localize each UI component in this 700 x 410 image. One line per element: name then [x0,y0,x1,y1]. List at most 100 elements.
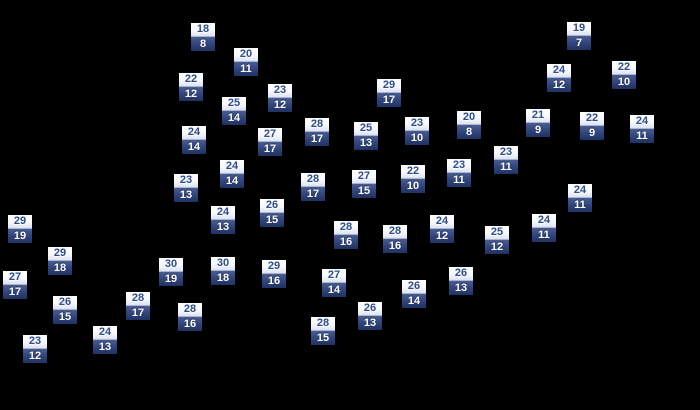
high-temperature-label: 28 [334,221,358,235]
temperature-marker[interactable]: 28 17 [301,173,325,201]
low-temperature-label: 13 [174,188,198,202]
temperature-marker[interactable]: 28 16 [383,225,407,253]
temperature-marker[interactable]: 28 15 [311,317,335,345]
high-temperature-label: 19 [567,22,591,36]
low-temperature-label: 8 [191,37,215,51]
low-temperature-label: 14 [220,174,244,188]
temperature-marker[interactable]: 23 13 [174,174,198,202]
high-temperature-label: 24 [547,64,571,78]
low-temperature-label: 19 [159,272,183,286]
temperature-marker[interactable]: 29 17 [377,79,401,107]
temperature-marker[interactable]: 26 14 [402,280,426,308]
high-temperature-label: 26 [53,296,77,310]
temperature-marker[interactable]: 21 9 [526,109,550,137]
temperature-marker[interactable]: 24 13 [211,206,235,234]
low-temperature-label: 12 [547,78,571,92]
temperature-marker[interactable]: 23 11 [447,159,471,187]
low-temperature-label: 13 [211,220,235,234]
temperature-marker[interactable]: 27 14 [322,269,346,297]
low-temperature-label: 14 [182,140,206,154]
low-temperature-label: 12 [485,240,509,254]
temperature-marker[interactable]: 28 17 [305,118,329,146]
temperature-marker[interactable]: 24 14 [182,126,206,154]
temperature-marker[interactable]: 29 18 [48,247,72,275]
high-temperature-label: 23 [268,84,292,98]
temperature-marker[interactable]: 27 17 [3,271,27,299]
temperature-marker[interactable]: 23 11 [494,146,518,174]
low-temperature-label: 11 [447,173,471,187]
temperature-marker[interactable]: 29 19 [8,215,32,243]
temperature-marker[interactable]: 28 16 [178,303,202,331]
temperature-marker[interactable]: 22 9 [580,112,604,140]
temperature-marker[interactable]: 25 12 [485,226,509,254]
low-temperature-label: 16 [178,317,202,331]
temperature-marker[interactable]: 20 8 [457,111,481,139]
temperature-marker[interactable]: 22 12 [179,73,203,101]
temperature-marker[interactable]: 23 12 [23,335,47,363]
temperature-marker[interactable]: 24 12 [547,64,571,92]
high-temperature-label: 24 [182,126,206,140]
high-temperature-label: 26 [449,267,473,281]
temperature-marker[interactable]: 27 17 [258,128,282,156]
high-temperature-label: 28 [383,225,407,239]
low-temperature-label: 17 [126,306,150,320]
temperature-marker[interactable]: 26 13 [449,267,473,295]
low-temperature-label: 7 [567,36,591,50]
temperature-marker[interactable]: 24 13 [93,326,117,354]
high-temperature-label: 29 [262,260,286,274]
high-temperature-label: 23 [174,174,198,188]
high-temperature-label: 29 [8,215,32,229]
low-temperature-label: 12 [268,98,292,112]
temperature-marker[interactable]: 28 17 [126,292,150,320]
low-temperature-label: 13 [93,340,117,354]
temperature-marker[interactable]: 23 12 [268,84,292,112]
temperature-marker[interactable]: 26 13 [358,302,382,330]
low-temperature-label: 15 [260,213,284,227]
low-temperature-label: 11 [494,160,518,174]
low-temperature-label: 17 [305,132,329,146]
temperature-marker[interactable]: 28 16 [334,221,358,249]
high-temperature-label: 22 [401,165,425,179]
temperature-marker[interactable]: 22 10 [401,165,425,193]
temperature-marker[interactable]: 24 11 [568,184,592,212]
temperature-marker[interactable]: 25 13 [354,122,378,150]
high-temperature-label: 24 [211,206,235,220]
temperature-marker[interactable]: 25 14 [222,97,246,125]
low-temperature-label: 12 [430,229,454,243]
high-temperature-label: 28 [126,292,150,306]
low-temperature-label: 14 [322,283,346,297]
low-temperature-label: 9 [526,123,550,137]
temperature-marker[interactable]: 19 7 [567,22,591,50]
low-temperature-label: 9 [580,126,604,140]
high-temperature-label: 24 [220,160,244,174]
high-temperature-label: 28 [178,303,202,317]
temperature-marker[interactable]: 27 15 [352,170,376,198]
temperature-marker[interactable]: 20 11 [234,48,258,76]
high-temperature-label: 20 [234,48,258,62]
low-temperature-label: 11 [532,228,556,242]
temperature-marker[interactable]: 22 10 [612,61,636,89]
high-temperature-label: 27 [322,269,346,283]
temperature-marker[interactable]: 26 15 [260,199,284,227]
temperature-marker[interactable]: 18 8 [191,23,215,51]
temperature-marker[interactable]: 24 11 [532,214,556,242]
temperature-marker[interactable]: 24 11 [630,115,654,143]
high-temperature-label: 22 [179,73,203,87]
high-temperature-label: 24 [568,184,592,198]
low-temperature-label: 12 [23,349,47,363]
high-temperature-label: 29 [48,247,72,261]
temperature-marker[interactable]: 26 15 [53,296,77,324]
high-temperature-label: 28 [305,118,329,132]
high-temperature-label: 30 [159,258,183,272]
temperature-marker[interactable]: 30 18 [211,257,235,285]
low-temperature-label: 10 [405,131,429,145]
temperature-marker[interactable]: 23 10 [405,117,429,145]
temperature-marker[interactable]: 29 16 [262,260,286,288]
temperature-marker[interactable]: 24 12 [430,215,454,243]
high-temperature-label: 24 [430,215,454,229]
high-temperature-label: 27 [3,271,27,285]
high-temperature-label: 25 [485,226,509,240]
temperature-marker[interactable]: 24 14 [220,160,244,188]
temperature-marker[interactable]: 30 19 [159,258,183,286]
